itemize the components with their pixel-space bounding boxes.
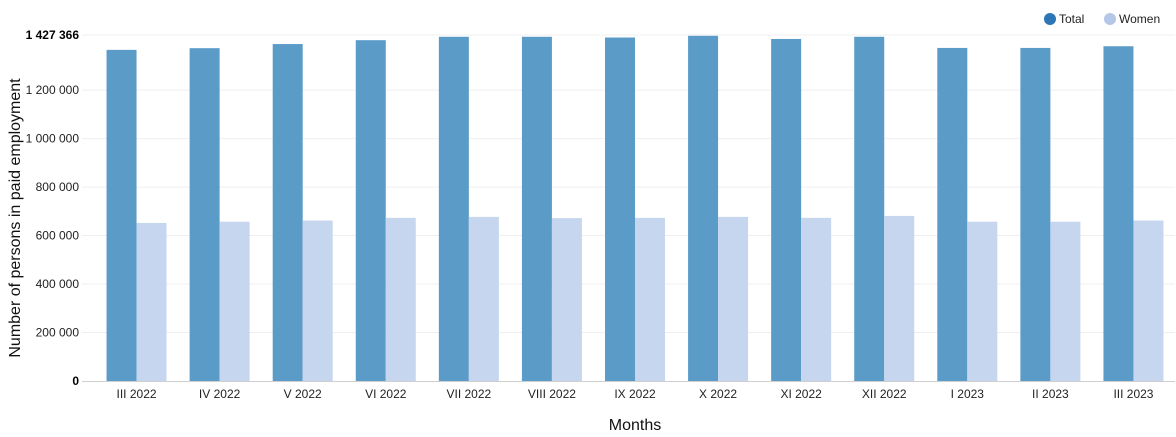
legend-marker	[1044, 13, 1056, 25]
x-axis-title: Months	[609, 417, 661, 432]
y-axis-title: Number of persons in paid employment	[7, 78, 24, 358]
y-tick-label: 1 000 000	[26, 132, 80, 146]
x-tick-label: VIII 2022	[528, 387, 576, 401]
y-tick-labels: 0 200 000 400 000 600 000 800 000 1 000 000 1 …	[26, 28, 80, 388]
bar-women[interactable]	[718, 216, 749, 381]
x-tick-label: V 2022	[284, 387, 322, 401]
bar-women[interactable]	[967, 221, 998, 381]
bar-total[interactable]	[189, 48, 220, 382]
x-tick-label: III 2022	[117, 387, 157, 401]
x-tick-label: X 2022	[699, 387, 737, 401]
bar-total[interactable]	[355, 40, 386, 382]
bar-women[interactable]	[1133, 220, 1164, 381]
bar-total[interactable]	[438, 36, 469, 381]
bar-total[interactable]	[106, 49, 137, 381]
y-tick-label: 200 000	[36, 326, 80, 340]
x-tick-label: I 2023	[951, 387, 985, 401]
x-tick-labels: III 2022 IV 2022 V 2022 VI 2022 VII 2022 VIII…	[117, 387, 1154, 401]
x-tick-label: XII 2022	[862, 387, 907, 401]
bar-women[interactable]	[635, 217, 665, 381]
bar-total[interactable]	[1103, 46, 1134, 382]
y-tick-label: 1 427 366	[26, 28, 80, 42]
legend-item-total[interactable]: Total	[1044, 12, 1084, 26]
x-tick-label: XI 2022	[780, 387, 822, 401]
bar-women[interactable]	[385, 217, 416, 381]
x-tick-label: IV 2022	[199, 387, 241, 401]
x-tick-label: II 2023	[1032, 387, 1069, 401]
y-tick-label: 400 000	[36, 277, 80, 291]
y-tick-label: 0	[72, 374, 79, 388]
bar-women[interactable]	[551, 218, 582, 381]
x-tick-label: VI 2022	[365, 387, 407, 401]
bar-women[interactable]	[884, 215, 915, 381]
legend-marker	[1104, 13, 1116, 25]
bar-total[interactable]	[937, 47, 968, 382]
y-tick-label: 1 200 000	[26, 83, 80, 97]
bar-total[interactable]	[272, 44, 303, 382]
bar-women[interactable]	[1050, 221, 1081, 381]
legend-label: Women	[1119, 12, 1160, 26]
bar-women[interactable]	[136, 222, 167, 381]
bar-total[interactable]	[1020, 47, 1051, 382]
bar-women[interactable]	[302, 220, 333, 381]
x-tick-label: IX 2022	[614, 387, 656, 401]
legend[interactable]: Total Women	[1044, 12, 1160, 26]
bar-total[interactable]	[771, 38, 802, 381]
bar-total[interactable]	[521, 36, 552, 381]
bars	[106, 35, 1164, 382]
bar-women[interactable]	[468, 216, 499, 381]
bar-total[interactable]	[854, 36, 885, 381]
bar-women[interactable]	[219, 221, 250, 381]
legend-item-women[interactable]: Women	[1104, 12, 1160, 26]
bar-women[interactable]	[801, 217, 832, 381]
y-tick-label: 600 000	[36, 229, 80, 243]
bar-total[interactable]	[688, 35, 719, 382]
legend-label: Total	[1059, 12, 1084, 26]
bar-total[interactable]	[605, 37, 635, 382]
y-tick-label: 800 000	[36, 180, 80, 194]
x-tick-label: VII 2022	[446, 387, 491, 401]
x-tick-label: III 2023	[1113, 387, 1153, 401]
